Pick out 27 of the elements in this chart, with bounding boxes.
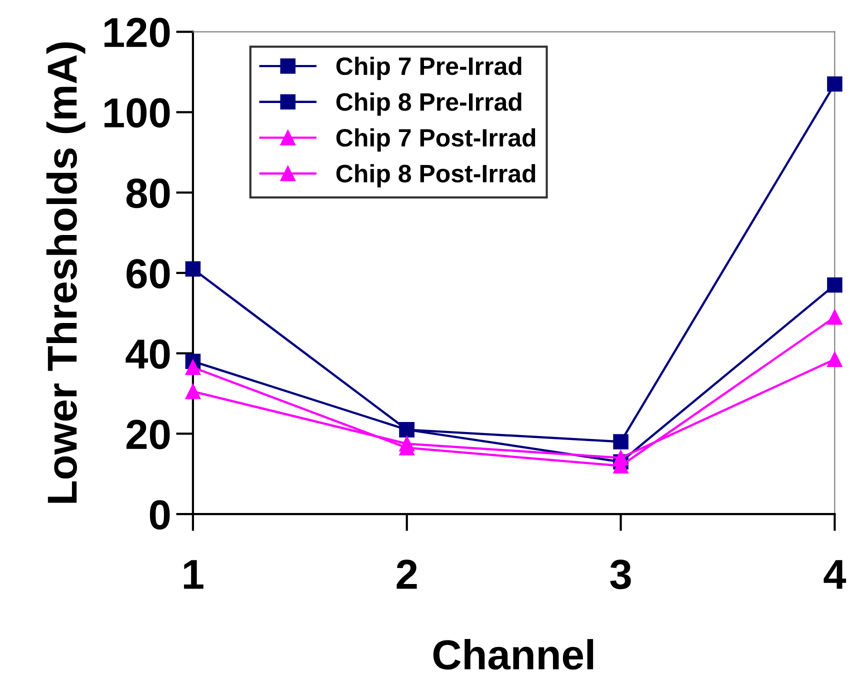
- y-tick-label: 60: [126, 258, 170, 288]
- point: [613, 434, 628, 450]
- y-tick-label: 120: [104, 18, 170, 48]
- point: [399, 436, 415, 452]
- point: [185, 360, 201, 376]
- x-tick-label: 4: [824, 560, 846, 589]
- x-axis-title: Channel: [433, 639, 594, 670]
- point: [827, 310, 842, 325]
- y-tick-label: 20: [126, 420, 170, 450]
- point: [613, 450, 628, 466]
- point: [827, 352, 842, 367]
- point: [185, 384, 201, 400]
- x-tick-label: 2: [396, 560, 417, 589]
- x-tick-label: 1: [184, 560, 204, 589]
- y-tick-label: 100: [104, 98, 170, 128]
- legend-label: Chip 8 Post-Irrad: [336, 164, 536, 188]
- x-tick-label: 3: [610, 560, 631, 590]
- legend-label: Chip 8 Pre-Irrad: [336, 92, 522, 116]
- y-tick-label: 0: [150, 500, 170, 530]
- point: [827, 76, 842, 92]
- legend-label: Chip 7 Post-Irrad: [336, 128, 536, 152]
- y-tick-label: 40: [126, 339, 170, 369]
- point: [185, 261, 201, 277]
- y-tick-label: 80: [126, 178, 170, 208]
- point: [827, 277, 842, 293]
- y-axis-title: Lower Thresholds (mA): [46, 42, 86, 503]
- legend-label: Chip 7 Pre-Irrad: [336, 56, 522, 80]
